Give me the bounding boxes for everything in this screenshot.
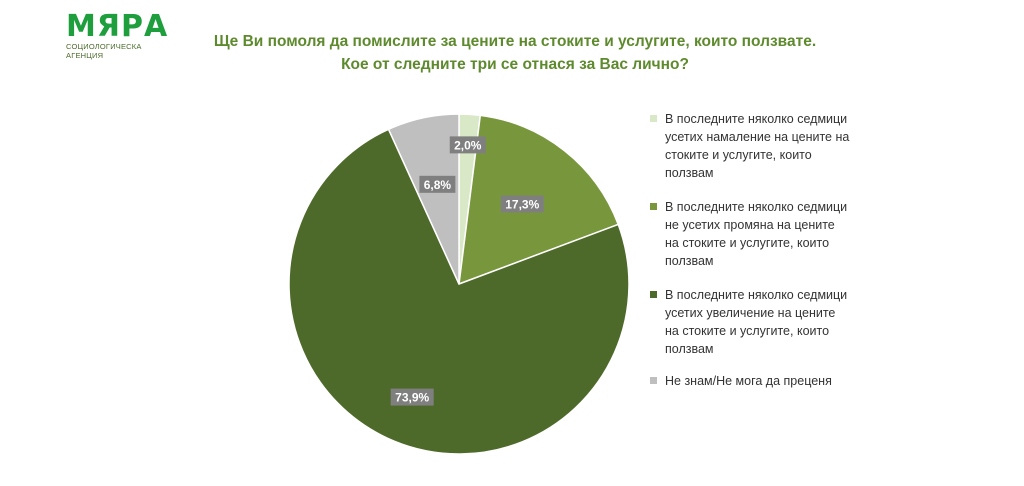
chart-title-line-2: Кое от следните три се отнася за Вас лич… (341, 56, 689, 73)
legend-swatch (650, 291, 657, 298)
data-label: 2,0% (454, 138, 482, 152)
logo-name: МЯРА (66, 9, 169, 44)
data-label-background (390, 388, 434, 406)
data-label: 73,9% (395, 391, 429, 405)
legend-swatch (650, 203, 657, 210)
chart-title: Ще Ви помоля да помислите за цените на с… (170, 30, 860, 76)
chart-title-line-1: Ще Ви помоля да помислите за цените на с… (213, 33, 817, 50)
data-label-background (500, 195, 544, 213)
pie-data-labels: 2,0% 17,3% 73,9% 6,8% (390, 136, 544, 406)
data-label-background (449, 136, 486, 154)
pie-slice (288, 128, 630, 455)
legend-swatch (650, 115, 657, 122)
data-label-background (419, 175, 456, 193)
data-label: 17,3% (505, 197, 539, 211)
logo: МЯРА СОЦИОЛОГИЧЕСКА АГЕНЦИЯ (66, 9, 178, 61)
legend-label: В последните няколко седмици усетих увел… (665, 288, 848, 356)
data-label: 6,8% (424, 178, 452, 192)
legend-label: В последните няколко седмици усетих нама… (665, 112, 850, 180)
pie-slices (288, 113, 630, 455)
logo-subtitle: СОЦИОЛОГИЧЕСКА АГЕНЦИЯ (66, 42, 142, 60)
legend-label: Не знам/Не мога да преценя (665, 374, 832, 388)
pie-slice (387, 113, 460, 285)
legend-label: В последните няколко седмици не усетих п… (665, 200, 848, 268)
legend-swatch (650, 377, 657, 384)
